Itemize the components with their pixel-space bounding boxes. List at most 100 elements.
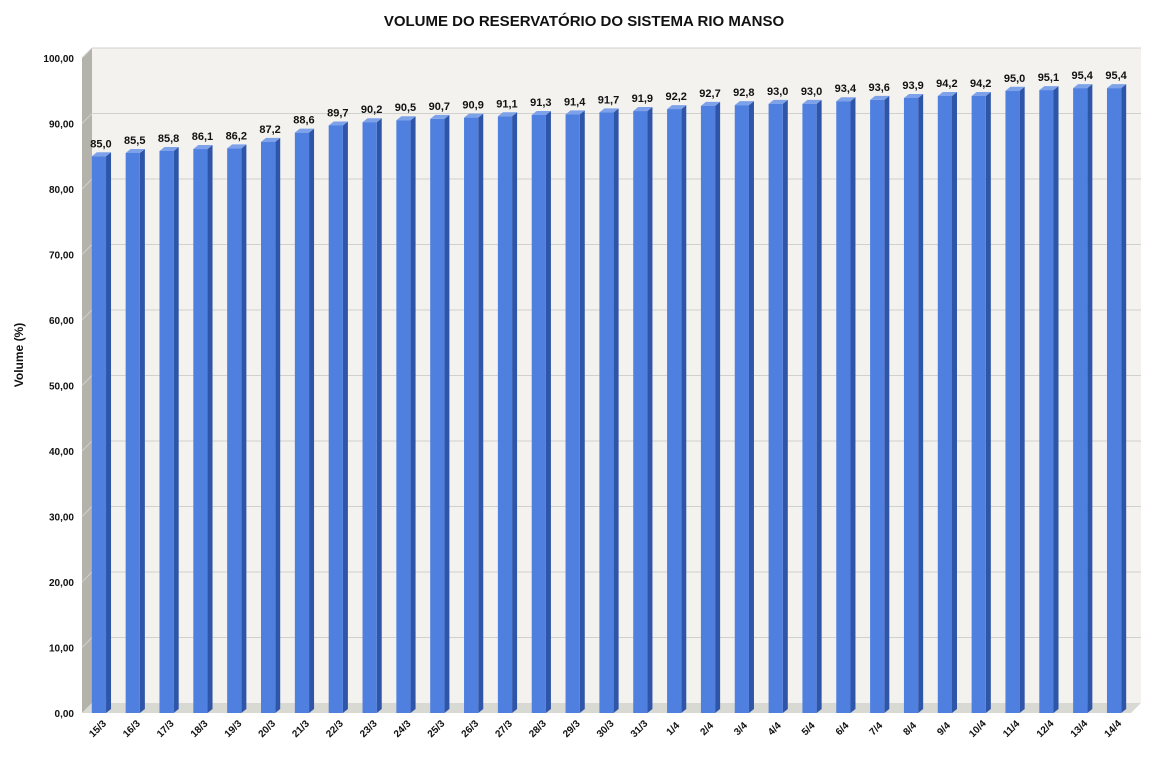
bar-side	[106, 152, 112, 713]
data-label: 94,2	[936, 78, 957, 90]
bar	[599, 112, 614, 714]
gridline-side	[81, 113, 93, 124]
x-tick-label: 18/3	[189, 718, 211, 740]
x-tick-label: 1/4	[665, 720, 683, 738]
data-label: 91,4	[564, 96, 586, 108]
gridline-side	[81, 506, 93, 517]
x-tick-label: 27/3	[493, 718, 515, 740]
bar	[464, 117, 479, 714]
bar	[328, 125, 343, 714]
bar	[1039, 90, 1054, 714]
data-label: 92,7	[699, 88, 720, 100]
y-tick-label: 100,00	[43, 54, 74, 65]
data-label: 91,3	[530, 97, 551, 109]
bar	[1106, 88, 1122, 713]
gridline-side	[81, 244, 93, 255]
bar-top	[362, 118, 382, 123]
bar-side	[951, 91, 957, 714]
gridline-side	[81, 375, 93, 386]
bar	[227, 148, 242, 713]
bar-top	[700, 101, 721, 106]
bar	[430, 118, 445, 714]
bar	[1073, 88, 1088, 713]
x-tick-label: 29/3	[561, 718, 583, 740]
bar	[1005, 90, 1020, 713]
bar	[836, 101, 851, 714]
x-tick-label: 6/4	[834, 720, 852, 738]
bar-top	[430, 114, 450, 119]
bar	[633, 111, 648, 714]
bar-side	[444, 114, 450, 714]
x-tick-label: 15/3	[87, 718, 109, 740]
bar-side	[613, 108, 619, 714]
data-label: 92,2	[665, 91, 686, 103]
bar-top	[1106, 84, 1127, 89]
gridline-side	[81, 178, 93, 190]
bar-top	[193, 145, 213, 150]
bar	[971, 95, 986, 714]
bar-side	[241, 144, 247, 713]
data-label: 95,4	[1105, 70, 1127, 82]
bar-top	[734, 101, 754, 106]
bar	[362, 122, 377, 713]
bar-top	[971, 91, 991, 96]
x-tick-label: 23/3	[358, 718, 380, 740]
data-label: 93,0	[801, 86, 822, 98]
bar-top	[768, 99, 788, 104]
data-label: 85,5	[124, 135, 145, 147]
bar-side	[512, 112, 518, 714]
data-label: 93,9	[902, 80, 923, 92]
bar	[802, 103, 817, 714]
x-tick-label: 26/3	[460, 718, 482, 740]
bar-side	[1019, 86, 1025, 713]
data-label: 91,7	[598, 94, 619, 106]
data-label: 95,1	[1038, 72, 1059, 84]
bar	[531, 114, 546, 714]
y-tick-label: 20,00	[49, 578, 74, 589]
bar-top	[667, 105, 687, 110]
bar	[125, 152, 140, 714]
data-label: 85,0	[90, 138, 111, 150]
y-tick-label: 60,00	[49, 316, 74, 327]
y-tick-label: 70,00	[49, 251, 74, 262]
bar-side	[342, 121, 348, 714]
bar	[294, 132, 310, 714]
bar-top	[396, 116, 416, 121]
bar-top	[802, 99, 822, 104]
bar-side	[782, 99, 788, 714]
plot-area: 0,00 10,00 20,00 30,00 40,00 50,00 60,00 70,00 8…	[43, 47, 1141, 740]
y-tick-label: 40,00	[49, 447, 74, 458]
data-label: 93,0	[767, 86, 788, 98]
gridline-side	[81, 47, 93, 59]
data-label: 90,5	[395, 102, 416, 114]
x-tick-label: 31/3	[629, 718, 651, 740]
bar-top	[497, 112, 518, 117]
bar-top	[836, 97, 856, 102]
x-tick-label: 28/3	[527, 718, 549, 740]
data-label: 88,6	[293, 115, 314, 127]
y-axis-label: Volume (%)	[12, 323, 26, 387]
bar	[768, 103, 783, 714]
bar-side	[918, 93, 924, 713]
x-tick-label: 7/4	[868, 720, 886, 738]
x-tick-label: 13/4	[1069, 718, 1091, 740]
data-label: 85,8	[158, 133, 179, 145]
bar	[261, 141, 276, 714]
bar-top	[937, 91, 957, 96]
x-tick-label: 21/3	[290, 718, 312, 740]
gridline-side	[81, 637, 93, 648]
data-label: 93,4	[835, 83, 857, 95]
x-tick-label: 8/4	[901, 720, 919, 738]
bar-top	[294, 128, 315, 133]
bar-side	[715, 101, 721, 713]
bar	[193, 149, 208, 714]
bar-side	[816, 99, 822, 714]
x-tick-label: 16/3	[121, 718, 143, 740]
bar	[159, 151, 174, 713]
x-tick-label: 12/4	[1035, 718, 1057, 740]
bar-top	[565, 110, 585, 115]
x-tick-label: 2/4	[698, 720, 716, 738]
bar	[870, 99, 885, 714]
data-label: 93,6	[868, 82, 889, 94]
